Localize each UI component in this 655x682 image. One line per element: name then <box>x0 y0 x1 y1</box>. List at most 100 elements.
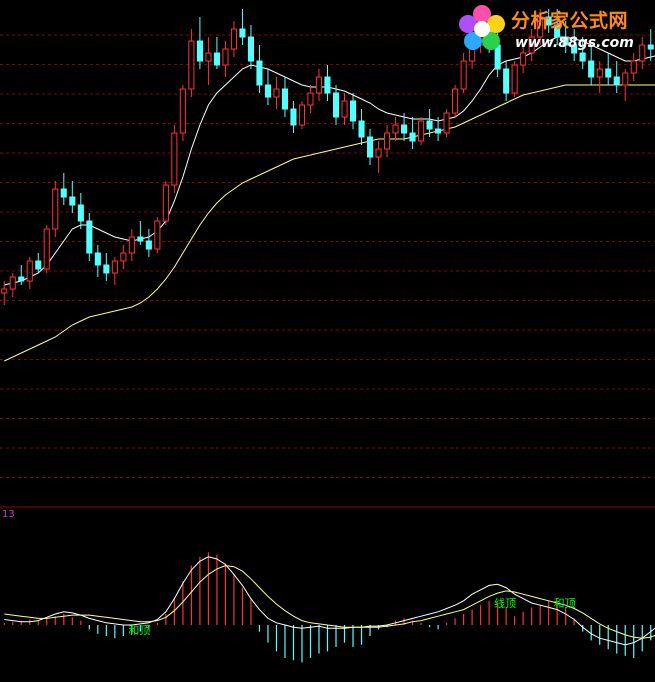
candle <box>324 65 331 101</box>
candle-body <box>298 104 305 126</box>
candle-body <box>545 16 552 26</box>
candle <box>315 69 322 101</box>
candle-body <box>239 28 246 38</box>
candle-body <box>537 16 544 38</box>
candle <box>128 229 135 261</box>
candle-body <box>162 184 169 222</box>
candle <box>205 37 212 85</box>
candle-body <box>230 28 237 50</box>
candle <box>333 85 340 125</box>
candle <box>247 25 254 69</box>
candle <box>137 221 144 245</box>
candle-body <box>418 120 425 142</box>
candle <box>460 53 467 93</box>
candle <box>596 61 603 93</box>
candle-body <box>273 88 280 98</box>
indicator-fast-line <box>4 556 655 646</box>
candle <box>103 253 110 281</box>
candle <box>562 21 569 53</box>
candle-body <box>647 44 654 50</box>
candle <box>605 53 612 85</box>
candle <box>86 213 93 261</box>
candle <box>1 281 8 305</box>
candle <box>145 229 152 257</box>
candle-body <box>94 252 101 266</box>
candle <box>298 101 305 129</box>
candle-body <box>520 52 527 66</box>
candle <box>579 37 586 69</box>
candle-body <box>409 132 416 142</box>
moving-average-lines <box>4 36 655 362</box>
candle <box>375 141 382 173</box>
candle-body <box>18 276 25 282</box>
candle <box>94 245 101 277</box>
candle-body <box>435 128 442 134</box>
candle <box>179 85 186 141</box>
candle <box>401 113 408 141</box>
ma-short-line <box>4 36 655 286</box>
candle <box>358 109 365 145</box>
candle <box>111 257 118 285</box>
candle <box>426 109 433 137</box>
candle-body <box>256 60 263 86</box>
indicator-parameter: 13 <box>2 509 15 520</box>
candle-body <box>443 112 450 134</box>
candle-body <box>222 48 229 66</box>
candle-body <box>60 188 67 198</box>
candle <box>630 53 637 81</box>
candle <box>307 85 314 113</box>
candle-body <box>367 136 374 158</box>
candle-body <box>171 132 178 186</box>
candle-body <box>213 52 220 66</box>
candle-body <box>179 88 186 134</box>
candle <box>77 193 84 229</box>
candle <box>26 257 33 289</box>
candle-body <box>392 124 399 134</box>
candle-body <box>154 220 161 250</box>
candle <box>120 245 127 269</box>
candle <box>503 61 510 101</box>
candle-body <box>35 260 42 270</box>
candle-body <box>605 68 612 78</box>
candle <box>213 37 220 69</box>
candle <box>341 93 348 125</box>
candle-body <box>528 36 535 54</box>
candle-body <box>9 276 16 290</box>
candle-body <box>511 64 518 94</box>
candle-body <box>426 120 433 130</box>
candle <box>154 217 161 253</box>
price-grid <box>0 34 655 478</box>
candle <box>409 117 416 149</box>
candle <box>520 45 527 73</box>
candle <box>230 21 237 57</box>
candle-body <box>120 252 127 262</box>
candle-body <box>358 120 365 138</box>
candle <box>273 77 280 109</box>
indicator-slow-line <box>4 565 655 639</box>
candle-body <box>188 40 195 90</box>
candle <box>418 117 425 145</box>
candle <box>622 69 629 101</box>
candle <box>528 29 535 61</box>
candle <box>554 9 561 45</box>
site-url: www.88gs.com <box>515 35 634 51</box>
candle-body <box>333 92 340 118</box>
candle <box>537 9 544 45</box>
candle-body <box>324 76 331 94</box>
candle-body <box>622 72 629 86</box>
flower-logo-icon <box>459 5 505 50</box>
candle-body <box>137 236 144 242</box>
candle-body <box>613 76 620 86</box>
indicator-lines <box>4 556 655 646</box>
candle-body <box>341 100 348 118</box>
candle-body <box>554 24 561 38</box>
candle <box>264 69 271 105</box>
candle-body <box>290 108 297 126</box>
candle-body <box>579 52 586 62</box>
candle <box>69 181 76 213</box>
candle-body <box>375 148 382 158</box>
candle-body <box>307 92 314 106</box>
candle-body <box>77 204 84 222</box>
candle <box>435 117 442 141</box>
